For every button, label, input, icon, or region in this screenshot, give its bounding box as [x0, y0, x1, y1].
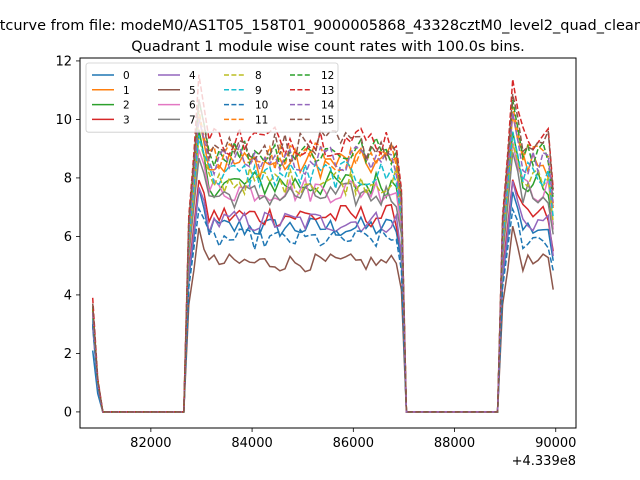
legend-label-10: 10: [255, 100, 268, 112]
y-tick-label: 0: [64, 405, 72, 420]
legend-label-12: 12: [321, 70, 334, 82]
x-tick-label: 86000: [333, 436, 374, 451]
x-axis: 82000 84000 86000 88000 90000: [130, 428, 576, 451]
x-tick-label: 84000: [231, 436, 272, 451]
series-line-12: [91, 99, 554, 413]
legend-label-3: 3: [123, 114, 130, 126]
series-line-15: [91, 94, 554, 413]
legend-label-4: 4: [189, 70, 196, 82]
axes-frame: [79, 57, 577, 429]
legend-label-5: 5: [189, 85, 196, 97]
legend-label-9: 9: [255, 85, 262, 97]
y-axis: 0 2 4 6 8 10 12: [55, 54, 80, 420]
legend-label-14: 14: [321, 100, 335, 112]
legend-label-8: 8: [255, 70, 262, 82]
x-offset-label: +4.339e8: [512, 454, 576, 469]
chart-title: Quadrant 1 module wise count rates with …: [131, 39, 525, 55]
legend-box: [85, 62, 339, 133]
y-tick-label: 6: [64, 230, 72, 245]
legend-label-6: 6: [189, 100, 196, 112]
x-tick-label: 88000: [434, 436, 475, 451]
y-tick-label: 8: [64, 171, 72, 186]
series-layer: [91, 74, 554, 413]
legend-label-7: 7: [189, 114, 196, 126]
x-tick-label: 82000: [130, 436, 171, 451]
y-tick-label: 10: [55, 113, 72, 128]
legend-label-13: 13: [321, 85, 334, 97]
y-tick-label: 12: [55, 54, 72, 69]
legend-label-0: 0: [123, 70, 130, 82]
legend-label-1: 1: [123, 85, 130, 97]
y-tick-label: 2: [64, 347, 72, 362]
figure-suptitle: Lightcurve from file: modeM0/AS1T05_158T…: [0, 18, 640, 34]
x-tick-label: 90000: [535, 436, 576, 451]
y-tick-label: 4: [64, 288, 72, 303]
legend-label-15: 15: [321, 114, 334, 126]
legend-label-11: 11: [255, 114, 268, 126]
legend-label-2: 2: [123, 100, 130, 112]
